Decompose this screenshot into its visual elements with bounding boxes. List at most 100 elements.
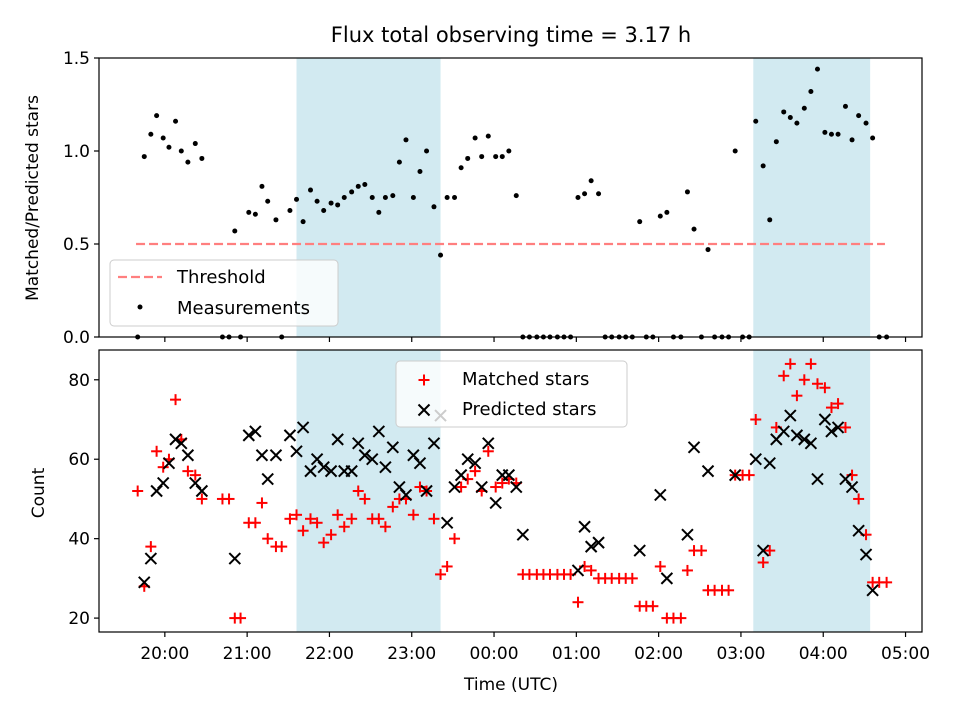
- predicted-star-point: [195, 484, 209, 498]
- y-tick-label: 20: [68, 609, 90, 629]
- measurement-point: [828, 131, 834, 137]
- matched-star-point: [338, 521, 350, 533]
- x-tick-label: 21:00: [223, 644, 272, 664]
- measurement-point: [328, 200, 334, 206]
- matched-star-point: [654, 560, 666, 572]
- matched-star-point: [469, 465, 481, 477]
- x-axis-label: Time (UTC): [463, 675, 558, 695]
- measurement-point: [575, 195, 581, 200]
- predicted-star-point: [448, 480, 461, 494]
- matched-legend-swatch: [418, 374, 430, 386]
- top-y-axis-ticks: 0.0 0.5 1.0 1.5: [63, 49, 99, 348]
- measurement-point: [287, 208, 293, 214]
- matched-star-point: [196, 493, 208, 505]
- matched-star-point: [284, 513, 296, 525]
- measurement-point: [582, 191, 588, 197]
- matched-star-point: [352, 485, 364, 497]
- measurement-point: [773, 139, 779, 145]
- predicted-star-point: [290, 445, 303, 458]
- measurement-point: [499, 154, 505, 160]
- predicted-star-point: [440, 516, 454, 529]
- measurement-point: [417, 168, 423, 174]
- predicted-star-point: [728, 468, 742, 482]
- matched-star-point: [407, 509, 419, 521]
- measurement-point: [431, 204, 437, 210]
- matched-star-point: [811, 378, 823, 390]
- measurement-point: [493, 154, 499, 160]
- measurement-point: [452, 195, 458, 200]
- y-tick-label: 0.5: [63, 235, 90, 255]
- predicted-star-point: [804, 437, 818, 450]
- matched-star-point: [318, 537, 330, 549]
- predicted-star-point: [687, 441, 701, 454]
- measurement-point: [760, 163, 766, 169]
- predicted-star-point: [304, 464, 317, 478]
- predicted-star-point: [352, 437, 365, 450]
- matched-star-point: [490, 481, 502, 493]
- measurement-point: [588, 178, 594, 184]
- measurement-point: [308, 187, 314, 193]
- measurement-point: [349, 189, 355, 195]
- top-panel: 0.0 0.5 1.0 1.5 Matched/Predicted stars Thr…: [23, 49, 923, 348]
- matched-star-point: [675, 612, 687, 624]
- predicted-star-point: [701, 464, 715, 478]
- predicted-star-point: [379, 460, 392, 474]
- top-legend-box: [109, 259, 339, 327]
- matched-star-point: [881, 576, 893, 588]
- predicted-star-point: [317, 460, 330, 474]
- chart-title: Flux total observing time = 3.17 h: [331, 23, 691, 47]
- measurement-point: [335, 202, 341, 208]
- matched-star-point: [805, 358, 817, 370]
- predicted-star-point: [510, 480, 523, 494]
- measurement-point: [801, 105, 807, 111]
- measurements-legend-label: Measurements: [177, 298, 310, 319]
- measurement-point: [362, 181, 368, 187]
- measurement-point: [403, 137, 409, 143]
- predicted-star-point: [859, 548, 873, 561]
- predicted-star-point: [468, 456, 482, 470]
- measurement-point: [246, 209, 252, 215]
- matched-star-point: [332, 509, 344, 521]
- measurement-point: [808, 88, 814, 94]
- predicted-star-point: [420, 484, 433, 498]
- measurement-point: [424, 148, 430, 154]
- predicted-star-point: [454, 468, 468, 482]
- measurement-point: [355, 183, 361, 189]
- predicted-star-point: [331, 433, 344, 446]
- measurement-point: [485, 133, 491, 139]
- measurement-point: [664, 209, 670, 215]
- measurement-point: [822, 129, 828, 135]
- measurement-point: [657, 213, 663, 219]
- predicted-star-point: [366, 453, 379, 466]
- matched-star-point: [223, 493, 235, 505]
- matched-legend-label: Matched stars: [462, 369, 589, 390]
- bottom-plot-frame: [98, 349, 923, 633]
- threshold-legend-label: Threshold: [176, 267, 266, 288]
- matched-star-point: [297, 525, 309, 537]
- measurement-point: [410, 195, 416, 200]
- measurement-point: [472, 135, 478, 141]
- predicted-legend-swatch: [417, 403, 431, 417]
- predicted-star-point: [866, 584, 879, 597]
- matched-star-point: [778, 370, 790, 382]
- matched-star-point: [750, 414, 762, 426]
- predicted-star-point: [162, 456, 176, 470]
- predicted-star-point: [660, 572, 674, 585]
- matched-star-point: [798, 374, 810, 386]
- y-tick-label: 0.0: [63, 328, 90, 348]
- matched-star-point: [482, 445, 494, 457]
- measurement-point: [465, 155, 471, 161]
- predicted-star-point: [358, 449, 372, 462]
- predicted-star-point: [633, 544, 646, 557]
- predicted-star-point: [831, 421, 845, 434]
- matched-star-point: [359, 493, 371, 505]
- measurement-point: [166, 144, 172, 150]
- top-plot-frame: [98, 57, 923, 338]
- predicted-star-point: [413, 456, 427, 470]
- predicted-star-point: [845, 480, 859, 494]
- matched-star-point: [435, 568, 447, 580]
- predicted-star-point: [324, 464, 338, 478]
- measurement-point: [160, 135, 166, 141]
- measurement-point: [265, 198, 271, 204]
- matched-star-point: [305, 513, 317, 525]
